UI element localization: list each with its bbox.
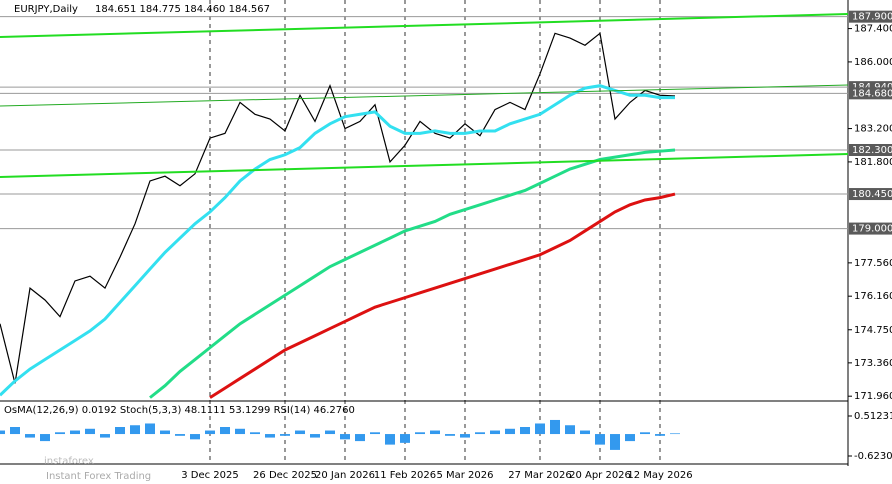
bar (205, 430, 215, 435)
y-tick-label: 173.360 (854, 358, 892, 369)
bar (520, 427, 530, 435)
bar (655, 434, 665, 436)
bar (580, 430, 590, 435)
level-box (849, 188, 892, 201)
series-line (209, 192, 676, 399)
logo: instaforex (44, 456, 94, 467)
y-tick-label: 186.000 (854, 57, 892, 68)
bar (325, 430, 335, 435)
series-line (149, 148, 676, 399)
bar (10, 427, 20, 435)
bar (370, 432, 380, 435)
y-tick-label: -0.62302 (854, 451, 892, 462)
level-box (849, 10, 892, 23)
y-tick-label: 0.51231 (854, 411, 892, 422)
level-box (849, 87, 892, 100)
level-box (849, 144, 892, 156)
bar (625, 434, 635, 442)
bar (355, 434, 365, 442)
trend-line (0, 13, 849, 38)
series-line (0, 32, 676, 384)
x-tick-label: 12 May 2026 (627, 470, 692, 481)
indicator-title: OsMA(12,26,9) 0.0192 Stoch(5,3,3) 48.111… (4, 405, 355, 416)
bar (85, 428, 95, 435)
y-tick-label: 171.960 (854, 391, 892, 402)
bar (550, 419, 560, 435)
x-tick-label: 20 Jan 2026 (315, 470, 375, 481)
bar (25, 434, 35, 438)
x-tick-label: 5 Mar 2026 (436, 470, 493, 481)
bar (190, 434, 200, 440)
bar (430, 430, 440, 435)
bar (220, 427, 230, 435)
logo-tagline: Instant Forex Trading (46, 471, 151, 482)
bar (55, 432, 65, 435)
level-label: 187.900 (852, 12, 892, 23)
ohlc: 184.651 184.775 184.460 184.567 (95, 4, 270, 15)
x-tick-label: 3 Dec 2025 (181, 470, 239, 481)
y-tick-label: 181.800 (854, 157, 892, 168)
x-tick-label: 11 Feb 2026 (374, 470, 436, 481)
y-tick-label: 176.160 (854, 291, 892, 302)
bar (595, 434, 605, 445)
bar (610, 434, 620, 450)
bar (70, 430, 80, 435)
bar (490, 430, 500, 435)
bar (295, 430, 305, 435)
bar (505, 428, 515, 435)
bar (115, 427, 125, 435)
bar (175, 434, 185, 436)
level-label: 184.680 (852, 88, 892, 99)
bar (280, 434, 290, 436)
bar (565, 425, 575, 435)
bar (445, 434, 455, 436)
bar (640, 432, 650, 435)
level-label: 180.450 (852, 189, 892, 200)
series-line (0, 84, 675, 397)
bar (40, 434, 50, 442)
bar (160, 430, 170, 435)
y-tick-label: 174.750 (854, 325, 892, 336)
bar (310, 434, 320, 438)
bar (145, 423, 155, 435)
symbol: EURJPY,Daily (14, 4, 78, 15)
x-tick-label: 27 Mar 2026 (508, 470, 571, 481)
bar (0, 430, 5, 435)
plot (0, 0, 848, 464)
x-tick-label: 20 Apr 2026 (569, 470, 631, 481)
bar (535, 423, 545, 435)
bar (265, 434, 275, 438)
bar (340, 434, 350, 440)
bar (130, 425, 140, 435)
bar (415, 432, 425, 435)
bar (385, 434, 395, 445)
y-tick-label: 177.560 (854, 258, 892, 269)
y-tick-label: 183.200 (854, 124, 892, 135)
bar (460, 434, 470, 438)
level-label: 179.000 (852, 224, 892, 235)
bar (475, 432, 485, 435)
bar (100, 434, 110, 438)
bar (400, 434, 410, 443)
bar (670, 433, 680, 435)
trend-line (0, 153, 849, 178)
y-tick-label: 187.400 (854, 24, 892, 35)
level-box (849, 222, 892, 235)
trend-line (0, 84, 849, 107)
bar (250, 432, 260, 435)
level-label: 182.300 (852, 145, 892, 156)
x-tick-label: 26 Dec 2025 (253, 470, 317, 481)
bar (235, 428, 245, 435)
